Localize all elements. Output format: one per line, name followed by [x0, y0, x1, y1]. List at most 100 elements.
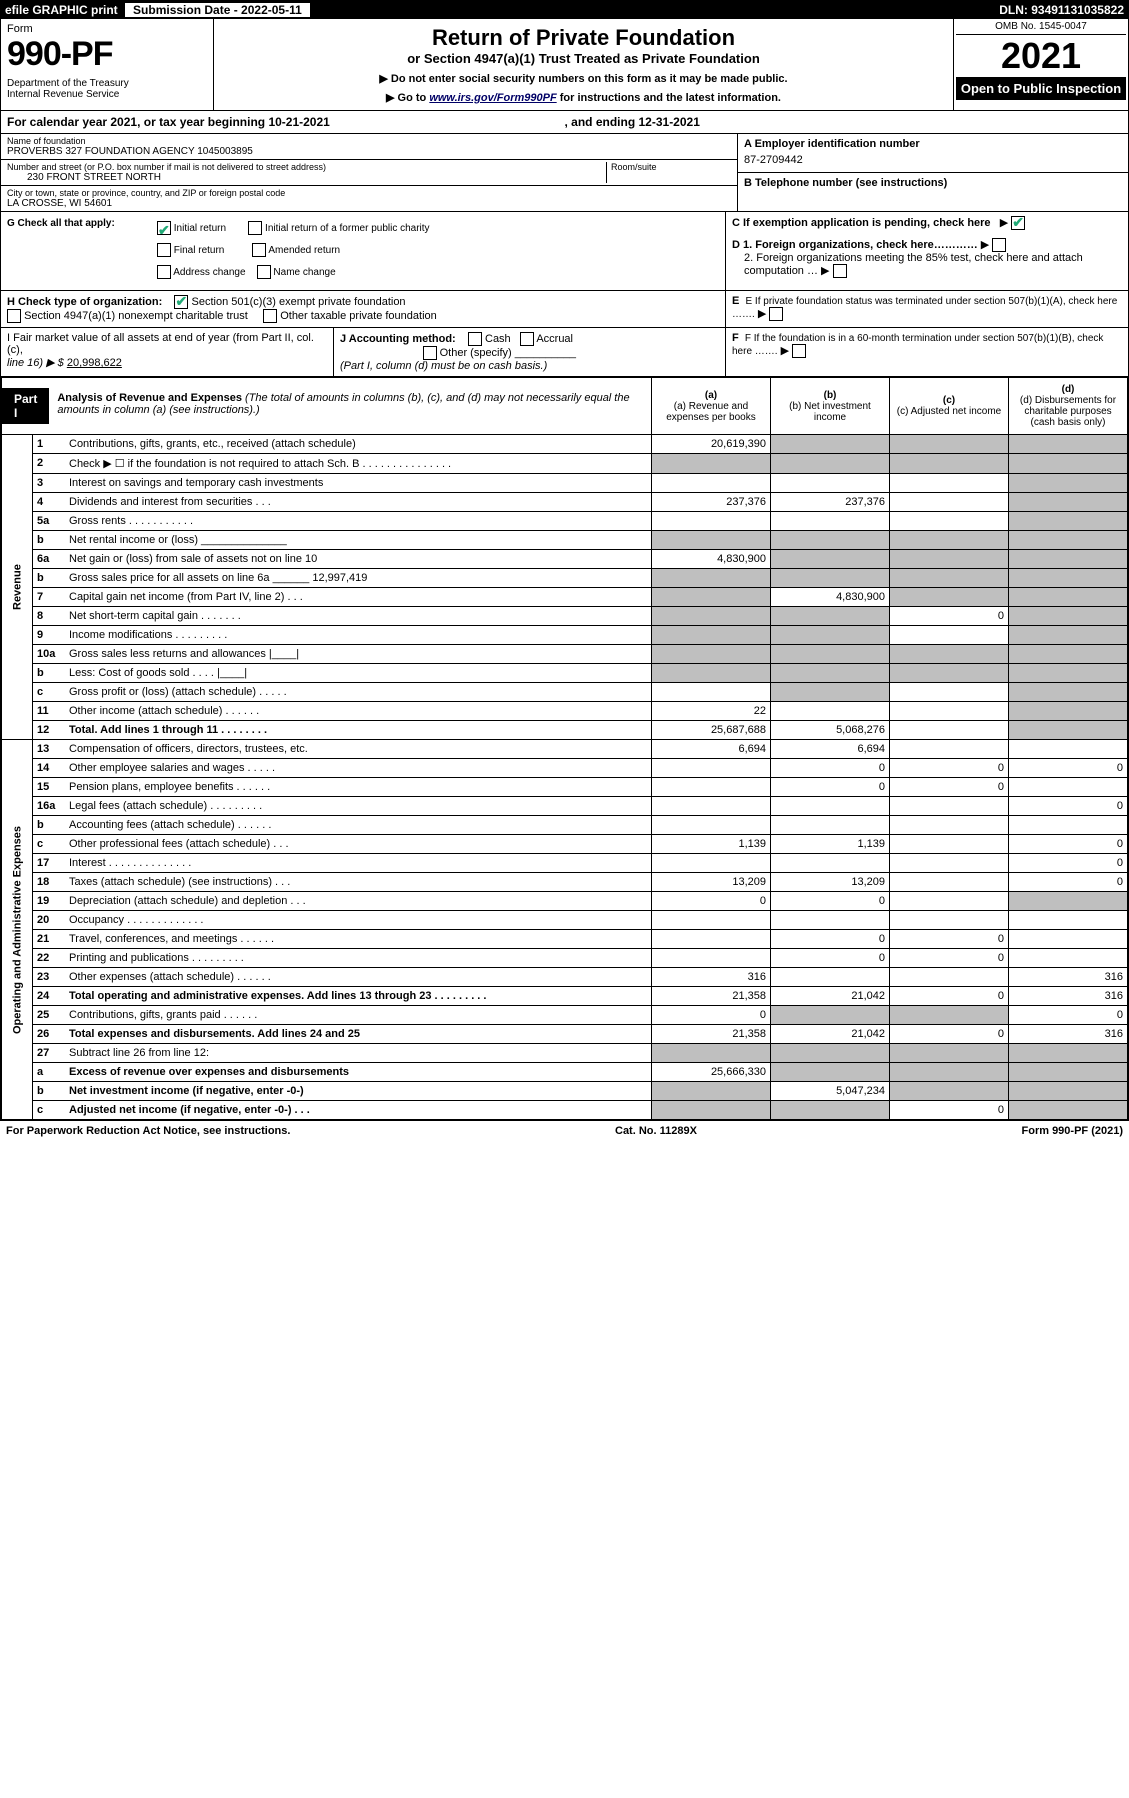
table-row: 24Total operating and administrative exp…: [2, 987, 1128, 1006]
col-c-header: (c)(c) Adjusted net income: [890, 378, 1009, 435]
j-block: J Accounting method: Cash Accrual Other …: [334, 328, 725, 376]
g-label: G Check all that apply:: [7, 218, 157, 229]
table-row: 11Other income (attach schedule) . . . .…: [2, 702, 1128, 721]
ein-label: A Employer identification number: [744, 138, 920, 150]
city-value: LA CROSSE, WI 54601: [7, 198, 731, 209]
header-right: OMB No. 1545-0047 2021 Open to Public In…: [953, 19, 1128, 110]
table-row: 9Income modifications . . . . . . . . .: [2, 626, 1128, 645]
form-title: Return of Private Foundation: [234, 25, 933, 51]
ein-value: 87-2709442: [744, 150, 1122, 166]
table-row: 14Other employee salaries and wages . . …: [2, 759, 1128, 778]
table-row: bNet investment income (if negative, ent…: [2, 1082, 1128, 1101]
table-row: 16aLegal fees (attach schedule) . . . . …: [2, 797, 1128, 816]
initial-former-checkbox[interactable]: [248, 221, 262, 235]
foreign-org-checkbox[interactable]: [992, 238, 1006, 252]
page-footer: For Paperwork Reduction Act Notice, see …: [0, 1121, 1129, 1141]
h-block: H Check type of organization: Section 50…: [1, 291, 725, 327]
501c3-checkbox[interactable]: [174, 295, 188, 309]
city-label: City or town, state or province, country…: [7, 188, 731, 198]
part1-tab: Part I: [2, 388, 49, 424]
table-row: 7Capital gain net income (from Part IV, …: [2, 588, 1128, 607]
cash-checkbox[interactable]: [468, 332, 482, 346]
form-container: efile GRAPHIC print Submission Date - 20…: [0, 0, 1129, 1121]
f-block: F F If the foundation is in a 60-month t…: [725, 328, 1128, 376]
col-a-header: (a)(a) Revenue and expenses per books: [652, 378, 771, 435]
e-block: E E If private foundation status was ter…: [725, 291, 1128, 327]
table-row: 15Pension plans, employee benefits . . .…: [2, 778, 1128, 797]
cal-end: , and ending 12-31-2021: [565, 115, 1123, 129]
form-subtitle: or Section 4947(a)(1) Trust Treated as P…: [234, 51, 933, 66]
table-row: bLess: Cost of goods sold . . . . |____|: [2, 664, 1128, 683]
i-block: I Fair market value of all assets at end…: [1, 328, 334, 376]
table-row: 26Total expenses and disbursements. Add …: [2, 1025, 1128, 1044]
4947-checkbox[interactable]: [7, 309, 21, 323]
dln-label: DLN: 93491131035822: [999, 3, 1124, 17]
f-checkbox[interactable]: [792, 344, 806, 358]
expenses-sidebar: Operating and Administrative Expenses: [2, 740, 33, 1120]
table-row: cOther professional fees (attach schedul…: [2, 835, 1128, 854]
table-row: 22Printing and publications . . . . . . …: [2, 949, 1128, 968]
street-address: 230 FRONT STREET NORTH: [7, 172, 606, 183]
room-label: Room/suite: [611, 162, 731, 172]
table-row: 8Net short-term capital gain . . . . . .…: [2, 607, 1128, 626]
table-row: bAccounting fees (attach schedule) . . .…: [2, 816, 1128, 835]
other-method-checkbox[interactable]: [423, 346, 437, 360]
foreign-85-checkbox[interactable]: [833, 264, 847, 278]
table-row: 21Travel, conferences, and meetings . . …: [2, 930, 1128, 949]
submission-date: Submission Date - 2022-05-11: [125, 3, 310, 17]
table-row: 10aGross sales less returns and allowanc…: [2, 645, 1128, 664]
c-d-block: C If exemption application is pending, c…: [725, 212, 1128, 290]
instr-1: ▶ Do not enter social security numbers o…: [234, 72, 933, 85]
dept-label: Department of the Treasury Internal Reve…: [7, 78, 207, 100]
section-h-e: H Check type of organization: Section 50…: [1, 291, 1128, 328]
table-row: Revenue1Contributions, gifts, grants, et…: [2, 435, 1128, 454]
cal-begin: For calendar year 2021, or tax year begi…: [7, 115, 565, 129]
exemption-pending-checkbox[interactable]: [1011, 216, 1025, 230]
foundation-name: PROVERBS 327 FOUNDATION AGENCY 104500389…: [7, 146, 731, 157]
ein-block: A Employer identification number 87-2709…: [738, 134, 1128, 173]
header-mid: Return of Private Foundation or Section …: [214, 19, 953, 110]
table-row: cGross profit or (loss) (attach schedule…: [2, 683, 1128, 702]
footer-right: Form 990-PF (2021): [1022, 1125, 1124, 1137]
accrual-checkbox[interactable]: [520, 332, 534, 346]
table-row: 17Interest . . . . . . . . . . . . . .0: [2, 854, 1128, 873]
efile-label: efile GRAPHIC print: [5, 3, 118, 17]
form-header: Form 990-PF Department of the Treasury I…: [1, 19, 1128, 111]
amended-return-checkbox[interactable]: [252, 243, 266, 257]
final-return-checkbox[interactable]: [157, 243, 171, 257]
part1-desc: Analysis of Revenue and Expenses (The to…: [49, 388, 651, 424]
initial-return-checkbox[interactable]: [157, 221, 171, 235]
col-b-header: (b)(b) Net investment income: [771, 378, 890, 435]
table-row: 23Other expenses (attach schedule) . . .…: [2, 968, 1128, 987]
address-change-checkbox[interactable]: [157, 265, 171, 279]
table-row: cAdjusted net income (if negative, enter…: [2, 1101, 1128, 1120]
irs-link[interactable]: www.irs.gov/Form990PF: [429, 92, 556, 104]
top-bar: efile GRAPHIC print Submission Date - 20…: [1, 1, 1128, 19]
col-d-header: (d)(d) Disbursements for charitable purp…: [1009, 378, 1128, 435]
city-block: City or town, state or province, country…: [1, 186, 737, 211]
addr-label: Number and street (or P.O. box number if…: [7, 162, 606, 172]
table-row: 25Contributions, gifts, grants paid . . …: [2, 1006, 1128, 1025]
fmv-value: 20,998,622: [67, 357, 122, 369]
open-inspection: Open to Public Inspection: [956, 77, 1126, 100]
other-taxable-checkbox[interactable]: [263, 309, 277, 323]
phone-block: B Telephone number (see instructions): [738, 173, 1128, 211]
phone-label: B Telephone number (see instructions): [744, 177, 947, 189]
name-change-checkbox[interactable]: [257, 265, 271, 279]
revenue-sidebar: Revenue: [2, 435, 33, 740]
table-row: 5aGross rents . . . . . . . . . . .: [2, 512, 1128, 531]
tax-year: 2021: [956, 35, 1126, 77]
section-g-c: G Check all that apply: Initial return I…: [1, 212, 1128, 291]
table-row: bNet rental income or (loss) ___________…: [2, 531, 1128, 550]
table-row: 3Interest on savings and temporary cash …: [2, 474, 1128, 493]
instr-2: ▶ Go to www.irs.gov/Form990PF for instru…: [234, 91, 933, 104]
form-number: 990-PF: [7, 35, 207, 74]
part1-table: Part I Analysis of Revenue and Expenses …: [1, 377, 1128, 1120]
table-row: 4Dividends and interest from securities …: [2, 493, 1128, 512]
e-checkbox[interactable]: [769, 307, 783, 321]
footer-mid: Cat. No. 11289X: [615, 1125, 697, 1137]
table-row: 18Taxes (attach schedule) (see instructi…: [2, 873, 1128, 892]
table-row: 27Subtract line 26 from line 12:: [2, 1044, 1128, 1063]
header-left: Form 990-PF Department of the Treasury I…: [1, 19, 214, 110]
table-row: 2Check ▶ ☐ if the foundation is not requ…: [2, 454, 1128, 474]
